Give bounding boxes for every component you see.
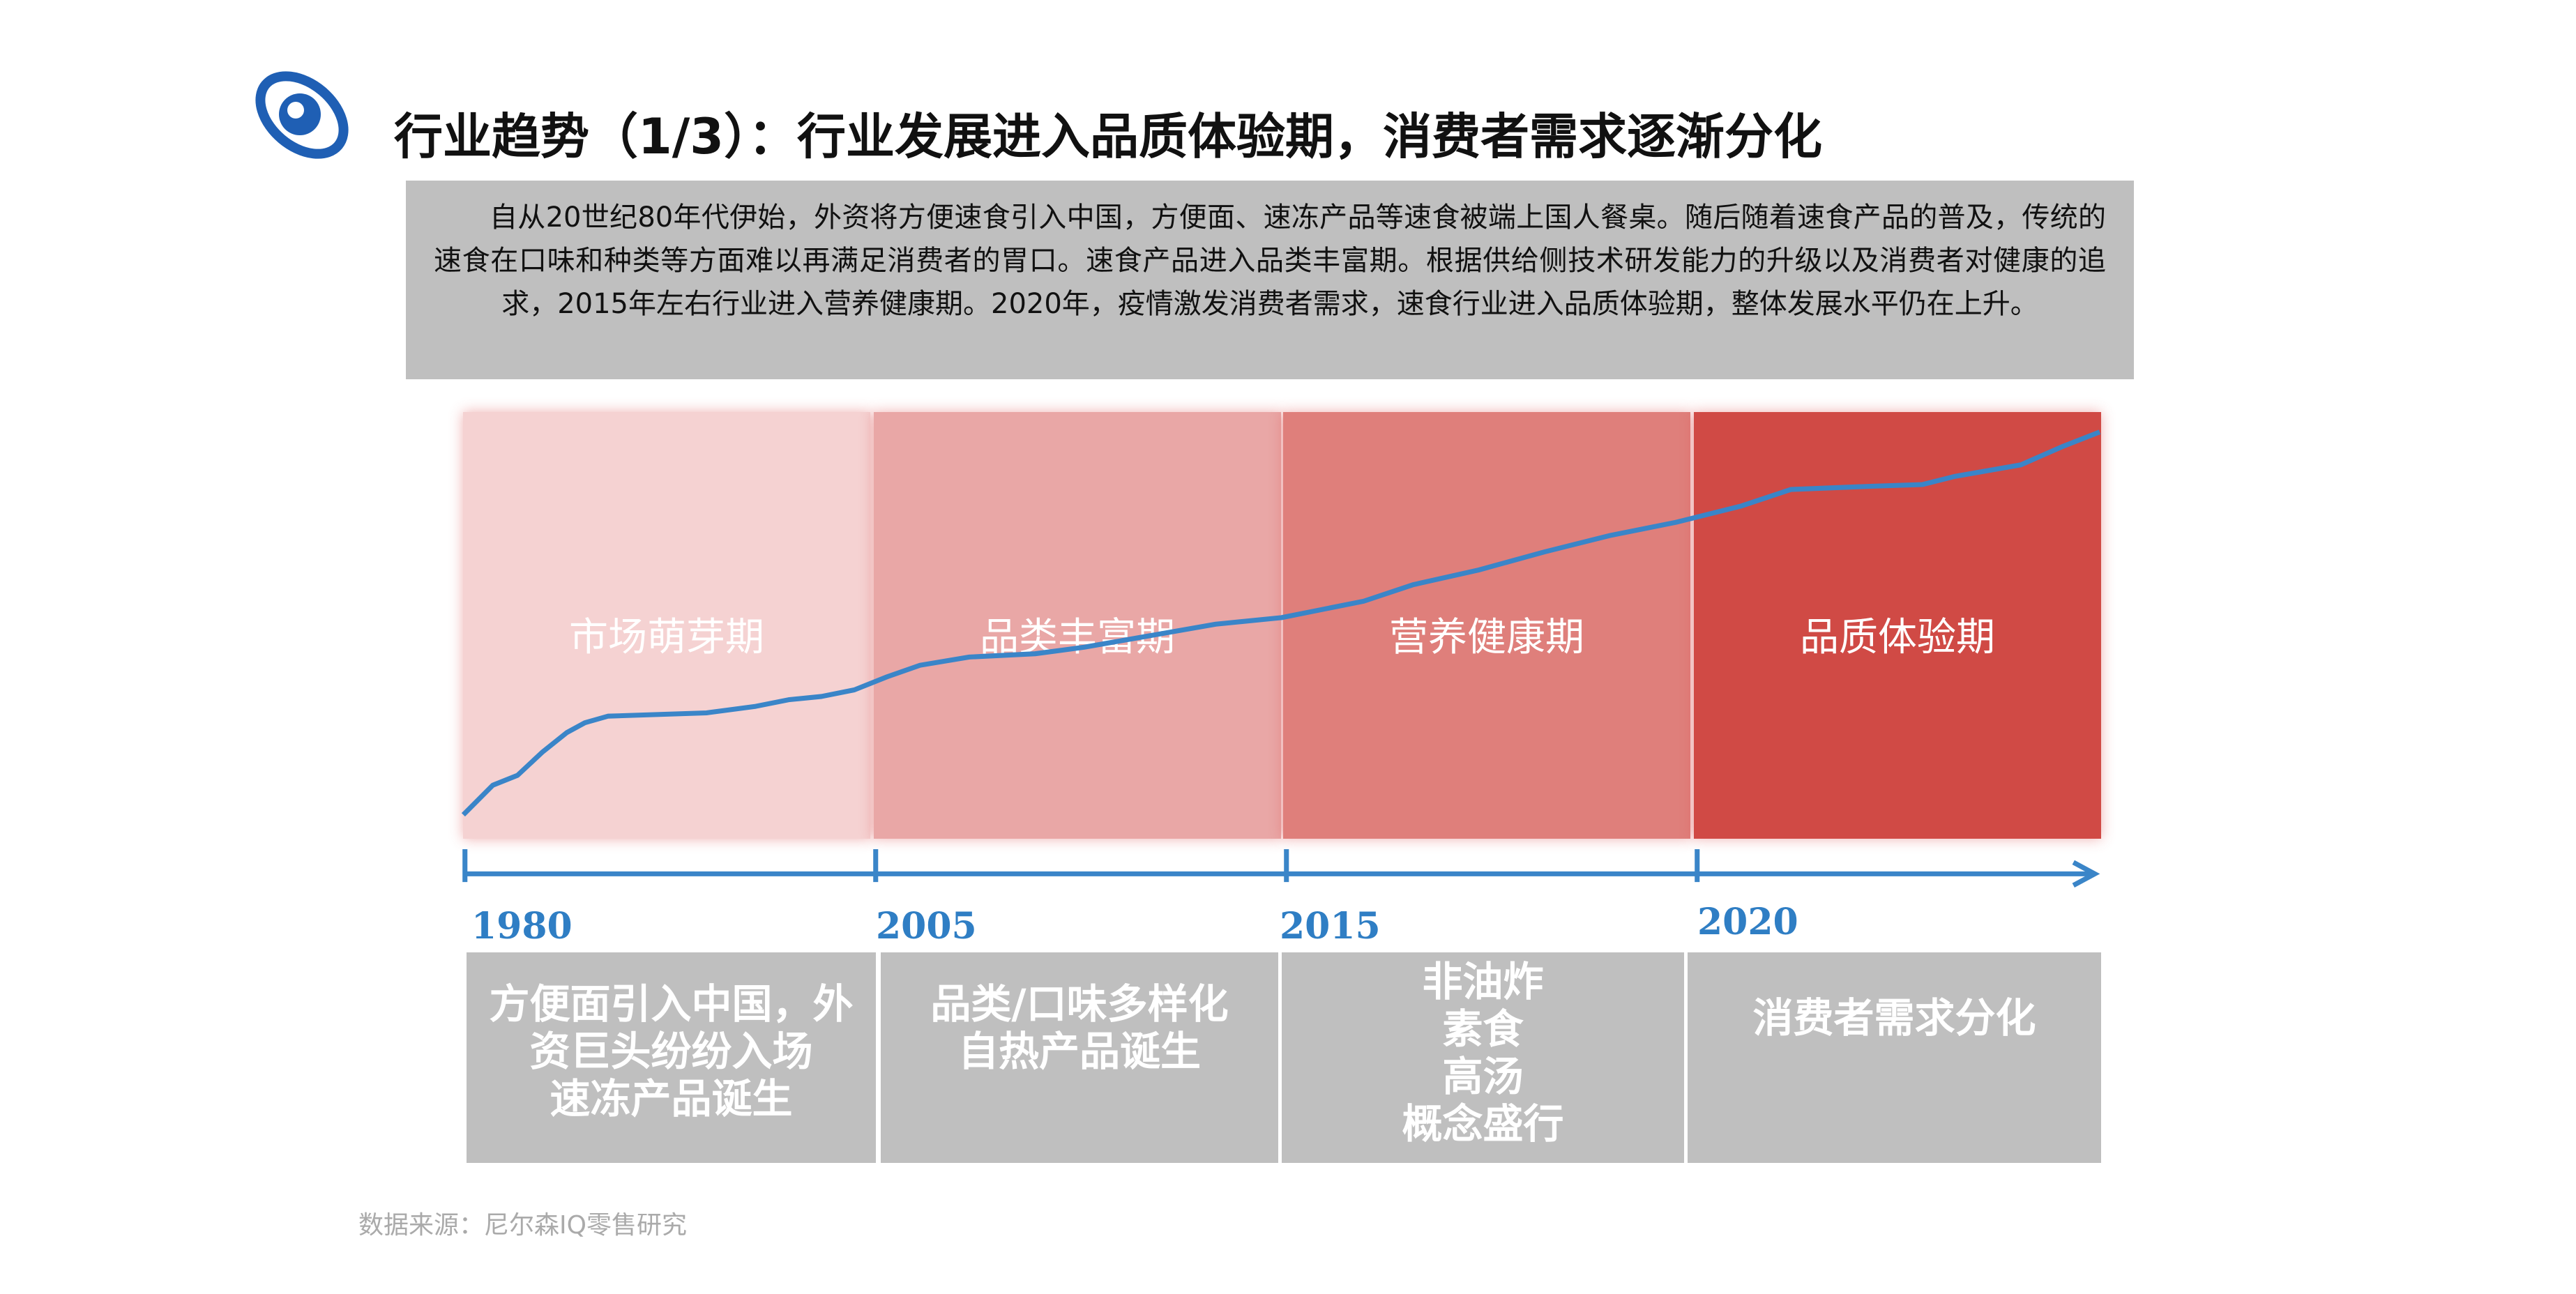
description-line: 品类/口味多样化: [930, 980, 1229, 1028]
logo: [255, 71, 349, 159]
description-line: 概念盛行: [1402, 1100, 1564, 1148]
year: 1980: [471, 905, 573, 947]
phase: 市场萌芽期: [463, 412, 870, 839]
description: 消费者需求分化: [1688, 952, 2101, 1163]
description-line: 非油炸: [1422, 958, 1544, 1005]
description-line: 素食: [1442, 1005, 1524, 1053]
year: 2005: [876, 905, 977, 947]
description-line: 资巨头纷纷入场: [529, 1028, 813, 1075]
source: 数据来源：尼尔森IQ零售研究: [358, 1211, 687, 1240]
description-line: 速冻产品诞生: [550, 1075, 793, 1122]
description: 非油炸 素食 高汤 概念盛行: [1282, 952, 1684, 1163]
description-line: 高汤: [1442, 1053, 1524, 1100]
summary: 自从20世纪80年代伊始，外资将方便速食引入中国，方便面、速冻产品等速食被端上国…: [406, 181, 2134, 379]
description-line: 消费者需求分化: [1752, 994, 2036, 1042]
description: 品类/口味多样化 自热产品诞生: [881, 952, 1278, 1163]
year: 2015: [1280, 905, 1381, 947]
phase: 营养健康期: [1283, 412, 1690, 839]
title: 行业趋势（1/3）：行业发展进入品质体验期，消费者需求逐渐分化: [394, 108, 1822, 165]
description: 方便面引入中国，外 资巨头纷纷入场 速冻产品诞生: [467, 952, 876, 1163]
description-line: 方便面引入中国，外: [489, 980, 854, 1028]
year: 2020: [1697, 901, 1798, 943]
description-line: 自热产品诞生: [957, 1028, 1201, 1075]
